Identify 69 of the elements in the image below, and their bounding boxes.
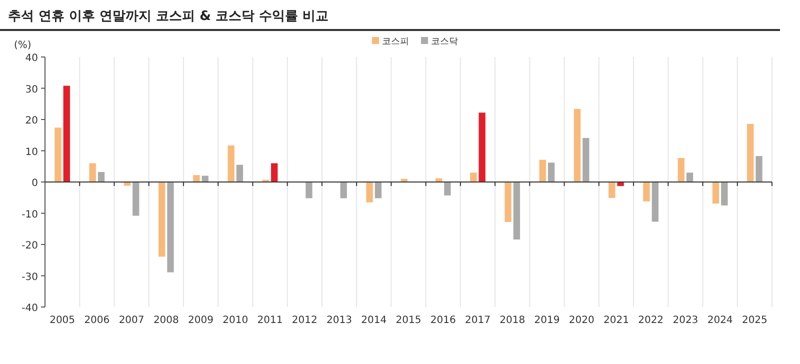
y-tick-label: 30 <box>25 84 38 96</box>
bar <box>193 175 200 182</box>
x-tick-label: 2007 <box>118 315 144 326</box>
bar <box>306 182 312 198</box>
bar <box>712 182 720 204</box>
x-tick-label: 2021 <box>603 315 629 326</box>
bar <box>504 182 512 222</box>
y-tick-label: 20 <box>25 116 38 126</box>
x-tick-label: 2013 <box>326 315 352 326</box>
bar <box>608 182 616 198</box>
x-tick-label: 2024 <box>707 315 733 326</box>
bar <box>63 86 70 182</box>
y-axis-title: (%) <box>14 40 32 51</box>
bar <box>643 182 650 202</box>
bar <box>548 162 555 182</box>
x-tick-label: 2022 <box>638 315 664 326</box>
bar <box>236 164 244 182</box>
y-tick-label: -40 <box>22 303 38 314</box>
bar <box>167 182 174 272</box>
x-tick-label: 2005 <box>50 315 76 326</box>
y-tick-label: -10 <box>22 209 38 220</box>
y-tick-label: -20 <box>22 240 38 252</box>
x-tick-label: 2014 <box>361 315 387 326</box>
x-tick-label: 2020 <box>568 315 594 326</box>
y-tick-label: 40 <box>25 53 38 64</box>
bar <box>444 182 451 196</box>
y-tick-label: -30 <box>22 272 38 283</box>
x-tick-label: 2009 <box>188 315 214 326</box>
bar <box>366 182 373 202</box>
bar <box>678 158 684 182</box>
bar <box>478 112 486 182</box>
bar <box>686 172 694 182</box>
bar <box>539 160 546 182</box>
bar <box>756 156 762 182</box>
x-tick-label: 2018 <box>500 315 526 326</box>
x-tick-label: 2025 <box>742 315 768 326</box>
bar <box>132 182 140 216</box>
bar <box>158 182 166 257</box>
bar <box>340 182 347 198</box>
bar <box>747 124 754 182</box>
x-tick-label: 2008 <box>153 315 179 326</box>
x-tick-label: 2015 <box>396 315 422 326</box>
x-tick-label: 2017 <box>465 315 490 326</box>
bar <box>470 172 477 182</box>
legend-label: 코스닥 <box>431 37 458 47</box>
bar <box>98 172 105 182</box>
chart-title: 추석 연휴 이후 연말까지 코스피 & 코스닥 수익률 비교 <box>8 9 329 24</box>
bar <box>574 108 581 182</box>
x-tick-label: 2010 <box>222 315 248 326</box>
bar <box>54 128 62 182</box>
bar <box>513 182 520 240</box>
bar <box>271 163 278 182</box>
bar <box>721 182 728 206</box>
bar <box>374 182 382 198</box>
bar <box>228 145 234 182</box>
x-tick-label: 2012 <box>292 315 318 326</box>
x-tick-label: 2016 <box>430 315 456 326</box>
bar <box>582 138 590 182</box>
bar <box>89 163 96 182</box>
y-tick-label: 0 <box>32 178 38 189</box>
x-tick-label: 2019 <box>534 315 560 326</box>
bar <box>124 182 131 186</box>
x-tick-label: 2023 <box>672 315 698 326</box>
x-tick-label: 2006 <box>84 315 110 326</box>
y-tick-label: 10 <box>25 146 38 158</box>
bar <box>617 182 624 186</box>
bar <box>652 182 658 222</box>
x-tick-label: 2011 <box>257 315 283 326</box>
legend-label: 코스피 <box>382 37 409 47</box>
